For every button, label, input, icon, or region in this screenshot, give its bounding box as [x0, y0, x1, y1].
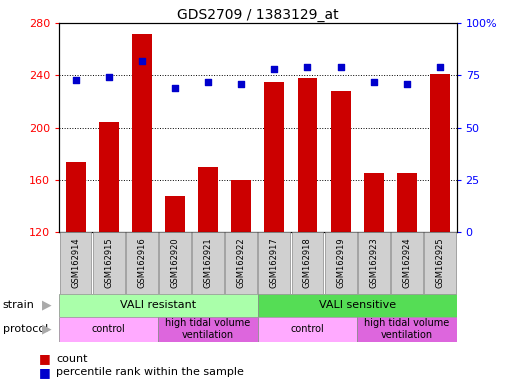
- FancyBboxPatch shape: [59, 317, 159, 342]
- Bar: [98, 122, 119, 232]
- Text: GSM162918: GSM162918: [303, 238, 312, 288]
- Point: [370, 79, 378, 85]
- Text: ▶: ▶: [42, 323, 52, 336]
- FancyBboxPatch shape: [59, 294, 258, 317]
- Point: [337, 64, 345, 70]
- Text: high tidal volume
ventilation: high tidal volume ventilation: [364, 318, 449, 340]
- FancyBboxPatch shape: [259, 232, 290, 294]
- Text: GSM162922: GSM162922: [236, 238, 246, 288]
- Text: GSM162920: GSM162920: [170, 238, 180, 288]
- Text: GSM162915: GSM162915: [104, 238, 113, 288]
- Text: ■: ■: [38, 353, 50, 366]
- FancyBboxPatch shape: [391, 232, 423, 294]
- Point: [237, 81, 245, 87]
- Text: GSM162925: GSM162925: [436, 238, 444, 288]
- FancyBboxPatch shape: [258, 294, 457, 317]
- FancyBboxPatch shape: [424, 232, 456, 294]
- Bar: [165, 196, 185, 232]
- Point: [436, 64, 444, 70]
- Point: [71, 76, 80, 83]
- Bar: [430, 74, 450, 232]
- Bar: [331, 91, 350, 232]
- Text: GSM162916: GSM162916: [137, 238, 146, 288]
- Point: [171, 85, 179, 91]
- Text: GSM162921: GSM162921: [204, 238, 212, 288]
- Text: protocol: protocol: [3, 324, 48, 334]
- Bar: [298, 78, 318, 232]
- Bar: [397, 174, 417, 232]
- Point: [204, 79, 212, 85]
- Text: count: count: [56, 354, 88, 364]
- Bar: [132, 33, 152, 232]
- Title: GDS2709 / 1383129_at: GDS2709 / 1383129_at: [177, 8, 339, 22]
- Text: ■: ■: [38, 366, 50, 379]
- Text: GSM162914: GSM162914: [71, 238, 80, 288]
- Text: GSM162924: GSM162924: [402, 238, 411, 288]
- Point: [105, 74, 113, 81]
- FancyBboxPatch shape: [258, 317, 357, 342]
- Point: [270, 66, 279, 72]
- Bar: [364, 174, 384, 232]
- FancyBboxPatch shape: [93, 232, 125, 294]
- Text: percentile rank within the sample: percentile rank within the sample: [56, 367, 244, 377]
- Bar: [264, 82, 284, 232]
- FancyBboxPatch shape: [357, 317, 457, 342]
- Text: control: control: [290, 324, 324, 334]
- Bar: [198, 167, 218, 232]
- FancyBboxPatch shape: [126, 232, 157, 294]
- Bar: [231, 180, 251, 232]
- FancyBboxPatch shape: [225, 232, 257, 294]
- Point: [137, 58, 146, 64]
- FancyBboxPatch shape: [291, 232, 323, 294]
- Text: control: control: [92, 324, 126, 334]
- Text: GSM162923: GSM162923: [369, 238, 378, 288]
- Text: strain: strain: [3, 300, 34, 310]
- Bar: [66, 162, 86, 232]
- FancyBboxPatch shape: [325, 232, 357, 294]
- FancyBboxPatch shape: [358, 232, 390, 294]
- Point: [303, 64, 311, 70]
- Text: high tidal volume
ventilation: high tidal volume ventilation: [166, 318, 251, 340]
- Text: VALI sensitive: VALI sensitive: [319, 300, 396, 310]
- Text: GSM162919: GSM162919: [336, 238, 345, 288]
- Text: VALI resistant: VALI resistant: [121, 300, 196, 310]
- Point: [403, 81, 411, 87]
- FancyBboxPatch shape: [159, 317, 258, 342]
- FancyBboxPatch shape: [192, 232, 224, 294]
- Text: GSM162917: GSM162917: [270, 238, 279, 288]
- FancyBboxPatch shape: [60, 232, 91, 294]
- FancyBboxPatch shape: [159, 232, 191, 294]
- Text: ▶: ▶: [42, 299, 52, 312]
